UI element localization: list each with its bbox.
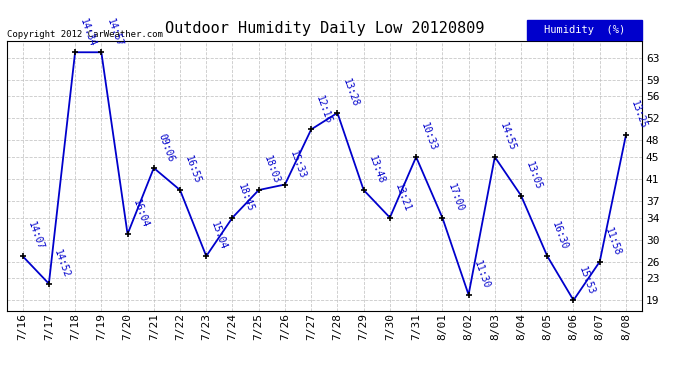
Text: 11:30: 11:30 (472, 259, 491, 290)
Text: 13:21: 13:21 (393, 182, 413, 213)
Text: Copyright 2012 CarWeather.com: Copyright 2012 CarWeather.com (7, 30, 163, 39)
Text: 15:33: 15:33 (288, 149, 308, 180)
FancyBboxPatch shape (527, 20, 642, 40)
Text: 09:06: 09:06 (157, 132, 177, 164)
Title: Outdoor Humidity Daily Low 20120809: Outdoor Humidity Daily Low 20120809 (165, 21, 484, 36)
Text: 14:34: 14:34 (78, 17, 98, 48)
Text: 16:55: 16:55 (183, 154, 203, 186)
Text: 14:52: 14:52 (52, 248, 72, 279)
Text: 18:03: 18:03 (262, 154, 282, 186)
Text: 16:04: 16:04 (130, 199, 150, 230)
Text: 18:45: 18:45 (236, 182, 255, 213)
Text: 14:57: 14:57 (104, 17, 124, 48)
Text: 12:16: 12:16 (315, 94, 334, 125)
Text: 13:25: 13:25 (629, 99, 649, 130)
Text: 11:58: 11:58 (603, 226, 622, 257)
Text: 15:53: 15:53 (577, 265, 596, 296)
Text: 16:30: 16:30 (551, 221, 570, 252)
Text: 14:07: 14:07 (26, 221, 46, 252)
Text: 17:00: 17:00 (446, 182, 465, 213)
Text: 13:48: 13:48 (367, 154, 386, 186)
Text: 13:05: 13:05 (524, 160, 544, 191)
Text: 13:28: 13:28 (341, 78, 360, 108)
Text: Humidity  (%): Humidity (%) (544, 25, 625, 35)
Text: 15:04: 15:04 (209, 221, 229, 252)
Text: 10:33: 10:33 (420, 122, 439, 153)
Text: 14:55: 14:55 (498, 122, 518, 153)
